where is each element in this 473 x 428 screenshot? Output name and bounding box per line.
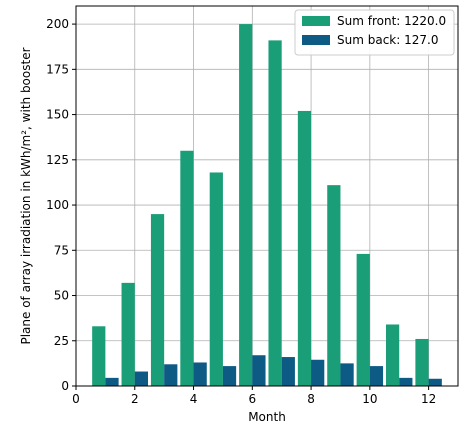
y-tick-label: 50 (54, 289, 69, 303)
legend-swatch-back (302, 35, 330, 45)
bar-back (222, 366, 237, 386)
bar-back (281, 357, 295, 386)
bar-back (193, 362, 207, 386)
bar-front (297, 110, 312, 386)
bar-back (252, 355, 266, 386)
y-tick-label: 0 (61, 379, 69, 393)
y-tick-label: 100 (46, 198, 69, 212)
bar-front (386, 324, 400, 386)
y-tick-label: 150 (46, 108, 69, 122)
bar-front (327, 185, 341, 386)
x-tick-label: 4 (190, 392, 198, 406)
bar-front (268, 40, 282, 386)
bar-back (105, 377, 119, 386)
bar-back (399, 377, 413, 386)
bar-back (164, 364, 178, 386)
bar-front (239, 24, 253, 386)
y-tick-label: 175 (46, 62, 69, 76)
bar-back (428, 378, 442, 386)
legend-swatch-front (302, 16, 330, 26)
bar-back (134, 371, 148, 386)
legend-box (294, 9, 455, 56)
legend-label-front: Sum front: 1220.0 (337, 14, 446, 28)
x-axis-label: Month (248, 410, 286, 424)
bars (92, 24, 442, 386)
y-tick-label: 125 (46, 153, 69, 167)
x-tick-label: 2 (131, 392, 139, 406)
x-tick-label: 6 (248, 392, 256, 406)
bar-back (311, 359, 325, 386)
bar-front (121, 282, 135, 386)
bar-front (150, 214, 165, 386)
bar-back (369, 366, 384, 386)
bar-front (415, 338, 429, 386)
legend: Sum front: 1220.0 Sum back: 127.0 (294, 9, 455, 56)
axis-ticks: 0 2 4 6 8 10 12 0 25 50 75 100 125 150 175 200 (46, 17, 436, 406)
y-axis-label: Plane of array irradiation in kWh/m², wi… (19, 47, 33, 344)
y-tick-label: 75 (54, 243, 69, 257)
bar-front (180, 150, 194, 386)
legend-label-back: Sum back: 127.0 (337, 33, 438, 47)
x-tick-label: 10 (362, 392, 377, 406)
plot-frame (75, 5, 459, 387)
x-tick-label: 12 (421, 392, 436, 406)
bar-front (356, 253, 370, 386)
y-tick-label: 200 (46, 17, 69, 31)
x-tick-label: 8 (307, 392, 315, 406)
bar-back (340, 363, 354, 386)
bar-front (92, 326, 106, 386)
bar-front (209, 172, 223, 386)
y-tick-label: 25 (54, 334, 69, 348)
x-tick-label: 0 (72, 392, 80, 406)
